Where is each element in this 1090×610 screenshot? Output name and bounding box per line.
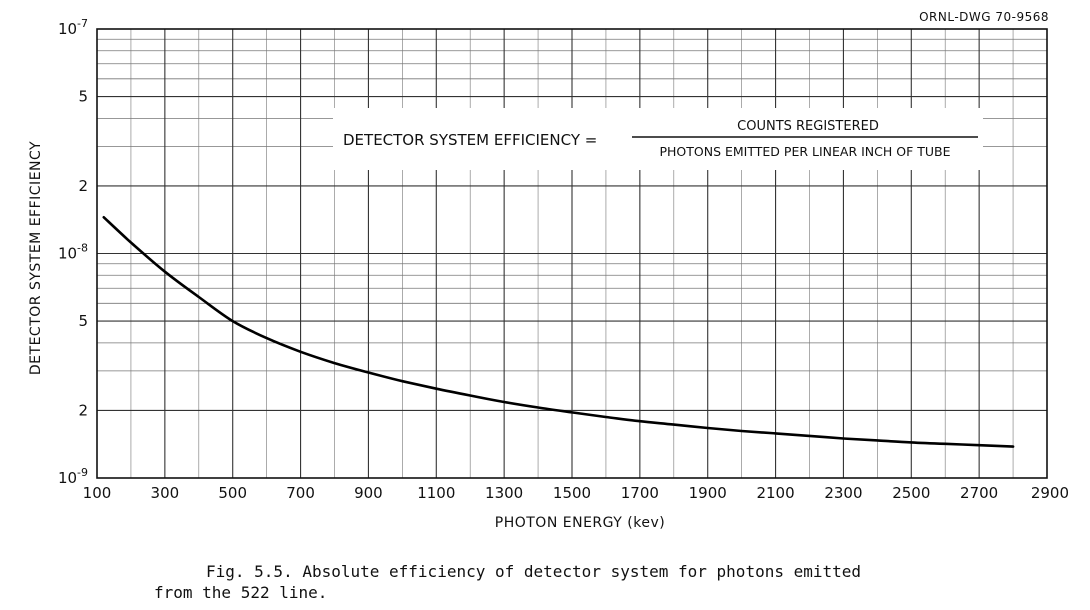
y-tick-label: 10-7 (58, 17, 88, 38)
x-tick-label: 1300 (485, 484, 523, 502)
x-tick-label: 700 (286, 484, 315, 502)
x-tick-label: 1700 (621, 484, 659, 502)
x-axis-title: PHOTON ENERGY (kev) (495, 515, 665, 531)
x-tick-label: 300 (151, 484, 180, 502)
major-grid (97, 29, 1047, 478)
efficiency-curve (102, 216, 1015, 448)
equation-numerator: COUNTS REGISTERED (737, 119, 879, 134)
caption-line-2: from the 522 line. (154, 583, 328, 602)
drawing-number: ORNL-DWG 70-9568 (919, 10, 1049, 24)
y-tick-labels: 10-9 2 5 10-8 2 5 10-7 (58, 17, 88, 487)
x-tick-label: 1500 (553, 484, 591, 502)
y-tick-label: 10-9 (58, 466, 88, 487)
x-tick-label: 1900 (689, 484, 727, 502)
y-tick-label: 2 (78, 401, 88, 419)
equation-denominator: PHOTONS EMITTED PER LINEAR INCH OF TUBE (659, 144, 950, 159)
y-tick-label: 10-8 (58, 242, 88, 263)
equation-backdrop (333, 108, 983, 170)
caption-line-1: Fig. 5.5. Absolute efficiency of detecto… (206, 562, 862, 581)
x-tick-label: 2500 (892, 484, 930, 502)
figure-caption: Fig. 5.5. Absolute efficiency of detecto… (154, 561, 1054, 603)
x-tick-label: 2900 (1031, 484, 1069, 502)
y-tick-label: 5 (78, 88, 88, 106)
plot-frame (96, 28, 1048, 479)
y-axis-title: DETECTOR SYSTEM EFFICIENCY (28, 141, 44, 375)
x-tick-label: 2100 (756, 484, 794, 502)
y-tick-label: 5 (78, 312, 88, 330)
x-tick-labels: 100 300 500 700 900 1100 1300 1500 1700 1900 2100 2… (83, 484, 1069, 502)
x-tick-label: 2300 (824, 484, 862, 502)
y-tick-label: 2 (78, 177, 88, 195)
equation-lhs: DETECTOR SYSTEM EFFICIENCY = (343, 131, 597, 149)
x-tick-label: 900 (354, 484, 383, 502)
x-tick-label: 500 (218, 484, 247, 502)
x-tick-label: 2700 (960, 484, 998, 502)
x-tick-label: 100 (83, 484, 112, 502)
x-tick-label: 1100 (417, 484, 455, 502)
